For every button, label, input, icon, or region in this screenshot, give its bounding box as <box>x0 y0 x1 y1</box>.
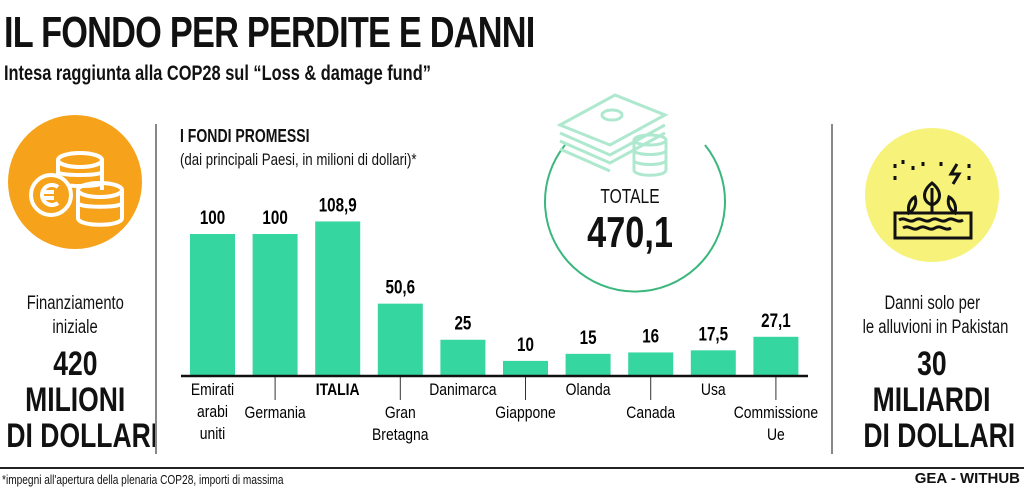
category-label: Usa <box>701 381 726 400</box>
category-label: Commissione <box>734 404 818 423</box>
right-panel-text: Danni solo per le alluvioni in Pakistan … <box>862 293 1016 455</box>
chart-subtitle: (dai principali Paesi, in milioni di dol… <box>180 150 417 169</box>
bar <box>252 234 298 375</box>
bar-value-label: 16 <box>642 325 659 347</box>
category-label: uniti <box>200 425 226 444</box>
bar <box>503 360 548 375</box>
divider <box>155 124 157 454</box>
category-label: Canada <box>626 404 675 423</box>
footnote: *impegni all'apertura della plenaria COP… <box>2 472 284 487</box>
bar-value-label: 17,5 <box>699 323 729 345</box>
bar <box>190 234 235 375</box>
category-label: Germania <box>245 404 306 423</box>
divider <box>831 124 833 454</box>
flood-plants-icon <box>865 128 999 262</box>
category-label: Giappone <box>495 404 555 423</box>
euro-coins-icon <box>8 115 142 249</box>
bar <box>440 339 486 375</box>
chart-title: I FONDI PROMESSI <box>180 126 310 146</box>
category-label: ITALIA <box>316 381 360 400</box>
bar <box>377 303 423 375</box>
bar <box>315 221 361 375</box>
footer-rule <box>0 467 1024 469</box>
page-title: IL FONDO PER PERDITE E DANNI <box>4 8 535 57</box>
bar-value-label: 50,6 <box>386 276 416 298</box>
left-panel-text: Finanziamento iniziale 420 MILIONI DI DO… <box>6 293 159 455</box>
bar-value-label: 15 <box>580 326 597 348</box>
credit: GEA - WITHUB <box>914 470 1020 487</box>
total-label: TOTALE <box>600 186 660 208</box>
bar-value-label: 25 <box>454 312 471 334</box>
category-label: Ue <box>767 426 785 445</box>
bar-value-label: 108,9 <box>319 194 357 216</box>
bar <box>753 336 799 375</box>
category-label: Gran <box>385 404 416 423</box>
bar-value-label: 100 <box>200 206 225 228</box>
bar-value-label: 27,1 <box>761 309 791 331</box>
total-value: 470,1 <box>587 208 673 257</box>
money-stack-icon <box>556 93 669 177</box>
bar <box>690 350 736 375</box>
category-label: arabi <box>197 403 228 422</box>
bar-value-label: 100 <box>262 206 287 228</box>
bar <box>628 352 674 375</box>
bar <box>565 353 611 375</box>
category-label: Danimarca <box>429 381 497 400</box>
bar-value-label: 10 <box>517 333 534 355</box>
total-badge <box>544 93 726 293</box>
page-subtitle: Intesa raggiunta alla COP28 sul “Loss & … <box>4 62 431 85</box>
category-label: Olanda <box>566 381 611 400</box>
category-label: Bretagna <box>372 426 429 445</box>
category-label: Emirati <box>191 381 234 400</box>
